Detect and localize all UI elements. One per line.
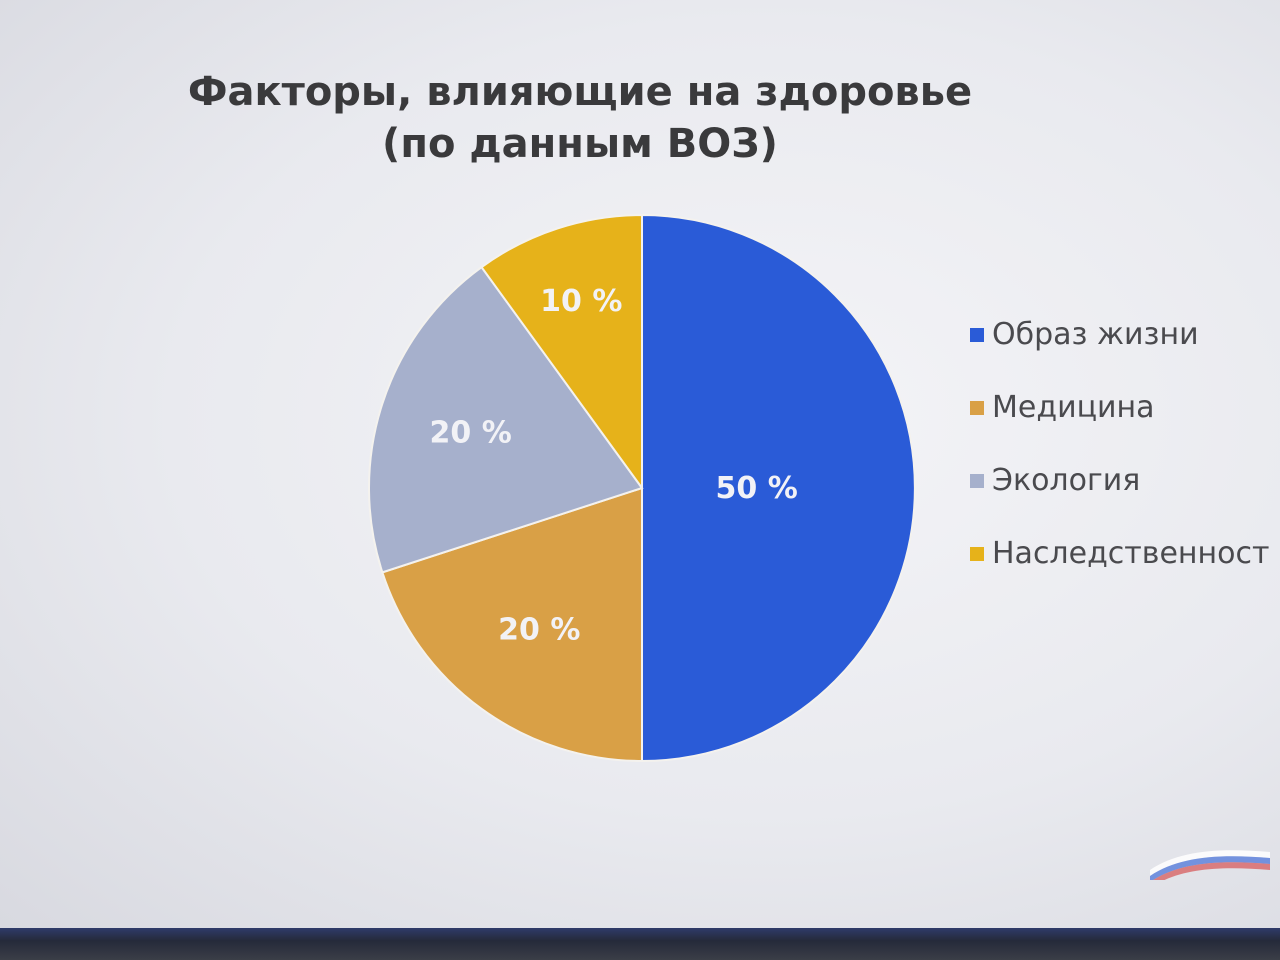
legend-label: Образ жизни <box>992 317 1199 352</box>
legend-item-2: Медицина <box>970 371 1280 444</box>
slice-data-label-2: 20 % <box>498 612 580 647</box>
pie-slice-1 <box>641 213 916 763</box>
legend-swatch <box>970 327 984 342</box>
legend-item-3: Экология <box>970 444 1280 517</box>
legend-item-4: Наследственност <box>970 517 1280 590</box>
slice-data-label-1: 50 % <box>716 471 798 506</box>
legend-swatch <box>970 546 984 561</box>
slice-data-label-3: 20 % <box>430 415 512 450</box>
pie-slices <box>368 213 916 763</box>
slide: Факторы, влияющие на здоровье (по данным… <box>0 0 1280 928</box>
legend-item-1: Образ жизни <box>970 298 1280 371</box>
flag-logo-icon <box>1150 850 1270 880</box>
chart-legend: Образ жизни Медицина Экология Наследственно… <box>970 298 1280 590</box>
pie-slice-2 <box>381 486 643 763</box>
legend-swatch <box>970 400 984 415</box>
pie-labels: 50 % 20 % 20 % 10 % <box>430 284 798 647</box>
chart-title-line-2: (по данным ВОЗ) <box>382 121 778 167</box>
chart-title: Факторы, влияющие на здоровье (по данным… <box>120 66 1040 170</box>
legend-label: Наследственност <box>992 536 1270 571</box>
legend-label: Медицина <box>992 390 1155 425</box>
legend-swatch <box>970 473 984 488</box>
pie-slice-3 <box>368 265 644 574</box>
chart-title-line-1: Факторы, влияющие на здоровье <box>187 69 973 115</box>
pie-chart: 50 % 20 % 20 % 10 % <box>368 213 916 763</box>
slice-data-label-4: 10 % <box>540 284 622 319</box>
legend-label: Экология <box>992 463 1141 498</box>
pie-slice-4 <box>480 213 643 492</box>
monitor-bezel <box>0 928 1280 960</box>
